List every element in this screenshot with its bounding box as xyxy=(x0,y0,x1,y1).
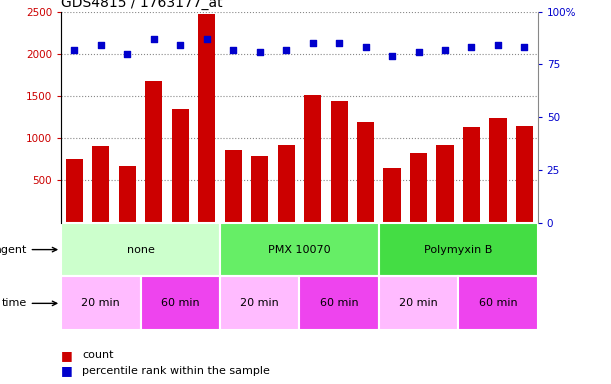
Bar xyxy=(145,81,163,223)
Text: ■: ■ xyxy=(61,349,73,362)
Bar xyxy=(357,122,374,223)
Bar xyxy=(516,126,533,223)
Bar xyxy=(331,101,348,223)
Point xyxy=(519,44,529,50)
Bar xyxy=(489,118,507,223)
Text: 20 min: 20 min xyxy=(240,298,279,308)
Bar xyxy=(436,145,453,223)
Point xyxy=(334,40,344,46)
Point xyxy=(229,46,238,53)
Point xyxy=(175,42,185,48)
Bar xyxy=(304,95,321,223)
Point xyxy=(96,42,106,48)
Bar xyxy=(379,223,538,276)
Text: agent: agent xyxy=(0,245,57,255)
Text: count: count xyxy=(82,350,114,360)
Text: ■: ■ xyxy=(61,364,73,377)
Bar xyxy=(299,276,379,330)
Point xyxy=(281,46,291,53)
Bar xyxy=(463,127,480,223)
Point xyxy=(122,51,132,57)
Bar xyxy=(251,156,268,223)
Point xyxy=(440,46,450,53)
Bar xyxy=(220,223,379,276)
Text: 20 min: 20 min xyxy=(81,298,120,308)
Point xyxy=(255,49,265,55)
Bar xyxy=(384,168,401,223)
Bar xyxy=(410,152,427,223)
Bar xyxy=(379,276,458,330)
Point xyxy=(414,49,423,55)
Bar xyxy=(220,276,299,330)
Point xyxy=(387,53,397,59)
Bar xyxy=(119,166,136,223)
Text: Polymyxin B: Polymyxin B xyxy=(424,245,492,255)
Text: GDS4815 / 1763177_at: GDS4815 / 1763177_at xyxy=(61,0,223,10)
Text: percentile rank within the sample: percentile rank within the sample xyxy=(82,366,270,376)
Point xyxy=(493,42,503,48)
Bar xyxy=(61,276,141,330)
Bar xyxy=(225,150,242,223)
Point xyxy=(202,36,211,42)
Text: 60 min: 60 min xyxy=(161,298,200,308)
Text: 20 min: 20 min xyxy=(399,298,438,308)
Point xyxy=(70,46,79,53)
Text: 60 min: 60 min xyxy=(320,298,359,308)
Bar xyxy=(277,145,295,223)
Text: none: none xyxy=(126,245,155,255)
Bar xyxy=(141,276,220,330)
Bar xyxy=(198,14,215,223)
Point xyxy=(308,40,318,46)
Bar xyxy=(458,276,538,330)
Point xyxy=(360,44,370,50)
Bar xyxy=(66,159,83,223)
Bar xyxy=(172,109,189,223)
Text: PMX 10070: PMX 10070 xyxy=(268,245,331,255)
Bar xyxy=(92,146,109,223)
Text: 60 min: 60 min xyxy=(478,298,518,308)
Text: time: time xyxy=(1,298,57,308)
Bar xyxy=(61,223,220,276)
Point xyxy=(149,36,159,42)
Point xyxy=(467,44,477,50)
